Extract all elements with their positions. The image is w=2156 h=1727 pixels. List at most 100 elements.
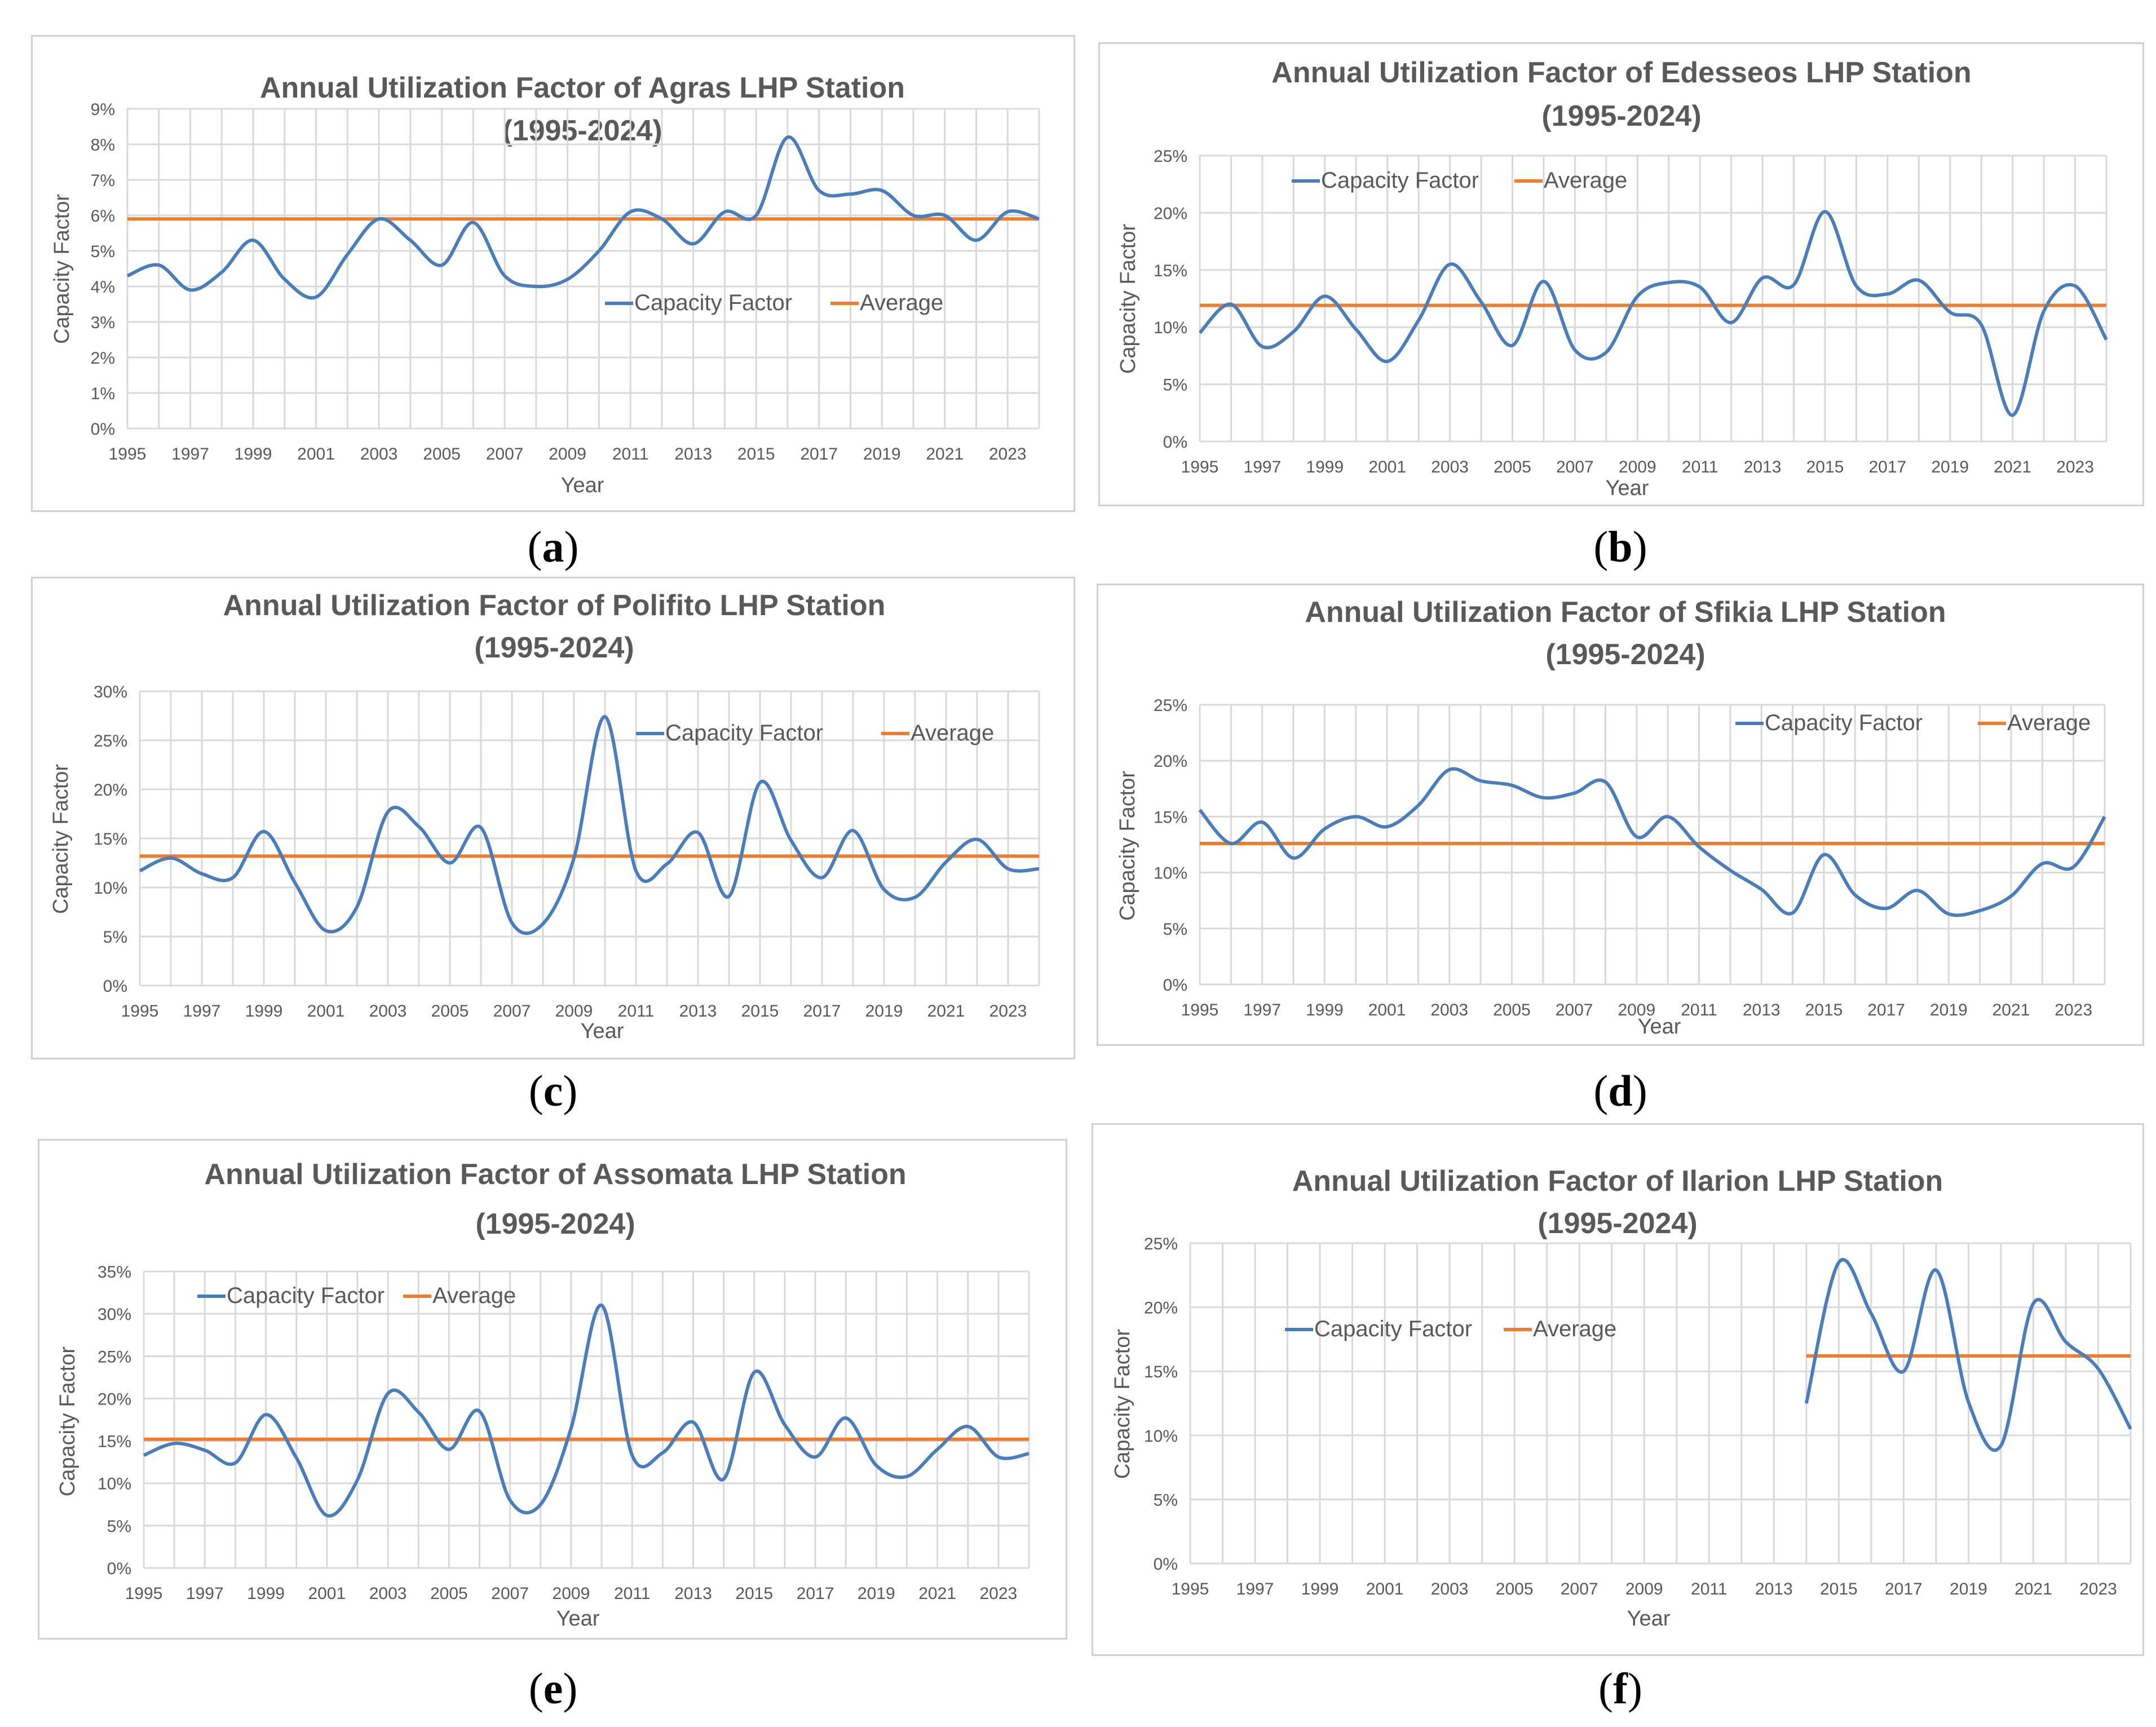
y-tick-label: 0% <box>91 420 115 439</box>
x-tick-label: 2001 <box>1368 458 1406 476</box>
y-tick-label: 0% <box>107 1560 131 1578</box>
y-axis-label: Capacity Factor <box>56 1346 79 1496</box>
chart-subtitle: (1995-2024) <box>1541 100 1701 132</box>
x-tick-label: 2015 <box>1806 458 1844 476</box>
y-tick-label: 25% <box>98 1348 131 1366</box>
legend-average-label: Average <box>2007 710 2091 735</box>
capacity-factor-line <box>1198 210 2108 417</box>
legend-average-label: Average <box>1544 168 1627 193</box>
x-tick-label: 2023 <box>2055 1001 2092 1019</box>
x-axis-label: Year <box>561 474 604 497</box>
x-tick-label: 2011 <box>1691 1580 1728 1598</box>
y-tick-label: 8% <box>91 136 115 154</box>
x-tick-label: 1997 <box>1244 458 1282 476</box>
capacity-factor-line <box>1198 767 2106 917</box>
x-tick-label: 2009 <box>1625 1580 1663 1598</box>
capacity-factor-line <box>1804 1258 2132 1452</box>
capacity-factor-line <box>143 1304 1030 1518</box>
panel-label-c: (c) <box>528 1066 578 1115</box>
x-tick-label: 2007 <box>1556 1001 1593 1019</box>
chart-ilarion-svg: Annual Utilization Factor of Ilarion LHP… <box>1111 1165 2132 1631</box>
chart-assomata-svg: Annual Utilization Factor of Assomata LH… <box>56 1158 1030 1631</box>
y-tick-label: 7% <box>91 171 115 190</box>
x-tick-label: 2013 <box>1744 458 1782 476</box>
chart-title: Annual Utilization Factor of Ilarion LHP… <box>1292 1165 1943 1198</box>
x-tick-label: 1995 <box>1181 1001 1219 1019</box>
y-tick-label: 30% <box>94 683 127 701</box>
chart-panel-edesseos: Annual Utilization Factor of Edesseos LH… <box>1098 42 2144 506</box>
chart-subtitle: (1995-2024) <box>474 631 634 664</box>
y-axis-label: Capacity Factor <box>50 194 74 344</box>
x-tick-label: 2017 <box>1885 1580 1923 1598</box>
y-tick-label: 30% <box>98 1305 131 1324</box>
legend-average-label: Average <box>860 290 943 315</box>
x-tick-label: 2015 <box>1805 1001 1843 1019</box>
y-tick-label: 5% <box>103 928 127 947</box>
x-tick-label: 1995 <box>125 1584 163 1603</box>
x-tick-label: 2021 <box>926 445 964 463</box>
x-tick-label: 2001 <box>308 1584 346 1603</box>
x-tick-label: 2019 <box>865 1002 903 1021</box>
y-tick-label: 15% <box>98 1433 131 1451</box>
panel-label-f: (f) <box>1598 1664 1642 1713</box>
chart-subtitle: (1995-2024) <box>1545 638 1705 671</box>
legend-average-label: Average <box>432 1283 516 1308</box>
chart-title: Annual Utilization Factor of Edesseos LH… <box>1271 56 1971 89</box>
x-tick-label: 1995 <box>121 1002 159 1021</box>
x-tick-label: 2007 <box>1556 458 1594 476</box>
panel-label-e: (e) <box>528 1664 578 1713</box>
x-tick-label: 2007 <box>491 1584 529 1603</box>
x-tick-label: 2001 <box>297 445 335 463</box>
y-tick-label: 9% <box>91 100 115 119</box>
x-tick-label: 2005 <box>1496 1580 1534 1598</box>
y-tick-label: 5% <box>107 1517 131 1536</box>
x-tick-label: 2013 <box>674 1584 712 1603</box>
x-tick-label: 2001 <box>1368 1001 1406 1019</box>
x-tick-label: 2015 <box>741 1002 779 1021</box>
y-tick-label: 2% <box>91 349 115 368</box>
x-tick-label: 2007 <box>1561 1580 1598 1598</box>
x-tick-label: 2011 <box>614 1584 651 1603</box>
y-tick-label: 6% <box>91 207 115 226</box>
y-tick-label: 15% <box>94 830 127 849</box>
chart-panel-agras: Annual Utilization Factor of Agras LHP S… <box>31 35 1075 512</box>
x-tick-label: 1995 <box>1181 458 1219 476</box>
y-tick-label: 5% <box>1154 1491 1178 1509</box>
x-tick-label: 2005 <box>423 445 461 463</box>
x-tick-label: 2009 <box>553 1584 590 1603</box>
x-tick-label: 2011 <box>1681 1001 1717 1019</box>
x-tick-label: 1997 <box>1236 1580 1274 1598</box>
x-tick-label: 2003 <box>369 1002 407 1021</box>
chart-subtitle: (1995-2024) <box>502 114 662 147</box>
x-tick-label: 1997 <box>186 1584 224 1603</box>
x-tick-label: 2011 <box>1682 458 1718 476</box>
legend-capacity-label: Capacity Factor <box>1321 168 1479 193</box>
y-tick-label: 35% <box>98 1263 131 1282</box>
x-tick-label: 2009 <box>1618 1001 1655 1019</box>
x-tick-label: 2023 <box>989 1002 1027 1021</box>
y-tick-label: 0% <box>1163 976 1187 995</box>
y-tick-label: 4% <box>91 278 115 297</box>
y-tick-label: 25% <box>1144 1235 1178 1253</box>
x-axis-label: Year <box>556 1607 600 1631</box>
y-tick-label: 20% <box>94 781 127 800</box>
y-tick-label: 25% <box>1154 147 1187 166</box>
x-tick-label: 1997 <box>1243 1001 1281 1019</box>
x-tick-label: 2009 <box>1619 458 1656 476</box>
panel-label-a: (a) <box>527 522 579 571</box>
chart-title: Annual Utilization Factor of Assomata LH… <box>204 1158 906 1191</box>
x-tick-label: 1997 <box>183 1002 221 1021</box>
x-tick-label: 2021 <box>927 1002 965 1021</box>
x-tick-label: 2021 <box>1994 458 2031 476</box>
y-tick-label: 25% <box>1154 696 1187 715</box>
x-tick-label: 2013 <box>679 1002 717 1021</box>
x-tick-label: 2013 <box>1743 1001 1781 1019</box>
y-tick-label: 10% <box>98 1475 131 1494</box>
y-axis-label: Capacity Factor <box>1116 224 1140 374</box>
x-tick-label: 1995 <box>1172 1580 1209 1598</box>
x-tick-label: 2019 <box>858 1584 895 1603</box>
y-tick-label: 0% <box>1163 433 1187 452</box>
y-tick-label: 15% <box>1144 1363 1178 1381</box>
x-tick-label: 2015 <box>735 1584 773 1603</box>
x-tick-label: 2005 <box>1493 1001 1531 1019</box>
